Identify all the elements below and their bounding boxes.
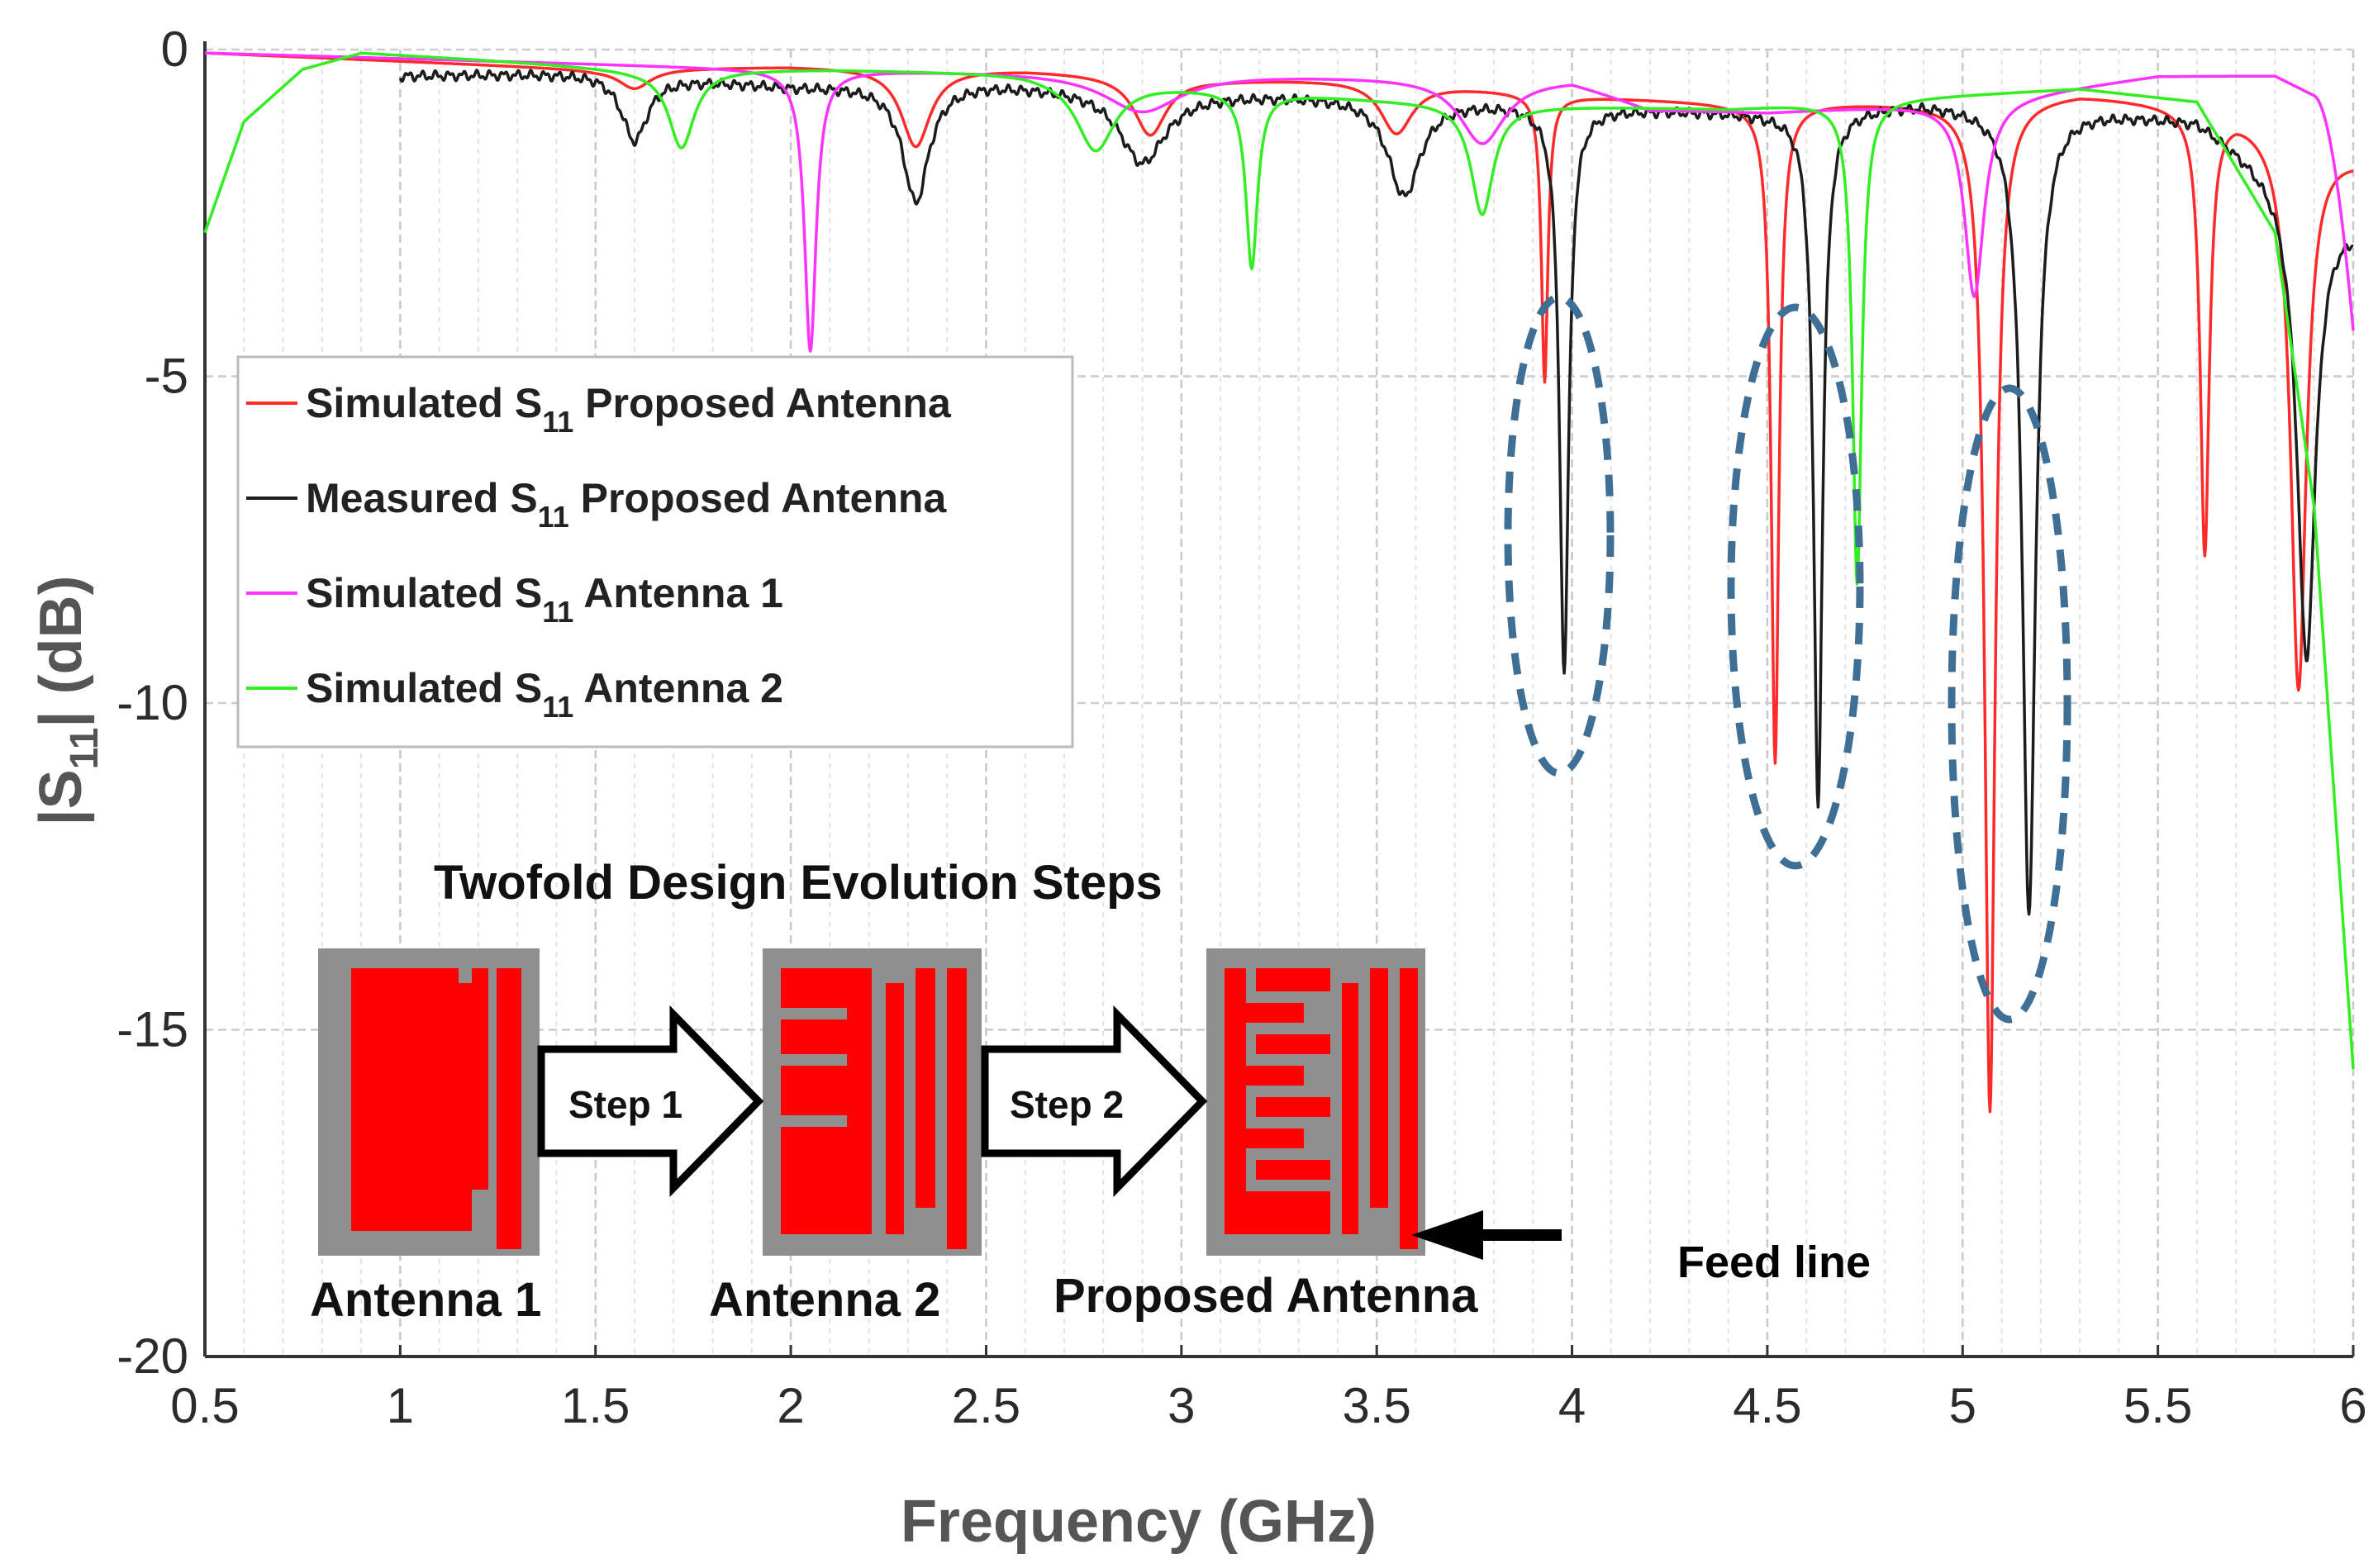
antenna2-label: Antenna 2 [709,1273,940,1327]
tick-labels: 0.5 1 1.5 2 2.5 3 3.5 4 4.5 5 5.5 6 0 -5 -10 -15 -20 [117,21,2366,1433]
step1-label: Step 1 [568,1083,682,1126]
x-tick-label: 1 [387,1378,414,1433]
y-tick-label: -10 [117,675,188,730]
series-line-1 [204,51,2354,1114]
legend-label-1: Simulated S11 Proposed Antenna [306,380,952,439]
y-tick-label: -15 [117,1002,188,1057]
x-tick-label: 1.5 [561,1378,630,1433]
highlight-ellipses [1504,293,2071,1024]
x-tick-label: 5 [1949,1378,1976,1433]
inset-title: Twofold Design Evolution Steps [434,856,1163,910]
step2-arrow: Step 2 [981,1005,1208,1198]
antenna1-label: Antenna 1 [310,1273,541,1327]
series-line-2 [398,69,2354,916]
series-lines [203,51,2355,1114]
x-tick-label: 4.5 [1733,1378,1801,1433]
axes [203,41,2353,1358]
highlight-ellipse-3 [1948,384,2071,1024]
series-line-4 [203,51,2355,1070]
legend-label-2: Measured S11 Proposed Antenna [306,475,947,534]
series-line-3 [204,51,2355,353]
x-tick-label: 2 [777,1378,804,1433]
y-tick-label: -5 [145,349,188,404]
design-evolution-inset: Twofold Design Evolution Steps [310,856,1871,1327]
proposed-antenna-label: Proposed Antenna [1053,1269,1478,1323]
x-tick-label: 0.5 [170,1378,239,1433]
x-axis-label: Frequency (GHz) [901,1489,1377,1555]
feed-line-arrow [1411,1210,1562,1260]
antenna2-drawing [763,948,982,1256]
y-tick-label: -20 [117,1328,188,1384]
legend: Simulated S11 Proposed Antenna Measured S… [236,355,1074,748]
legend-box [236,355,1074,748]
y-axis-label: |S11| (dB) [28,576,107,826]
x-tick-label: 5.5 [2124,1378,2192,1433]
x-tick-label: 2.5 [952,1378,1020,1433]
proposed-antenna-drawing [1206,948,1425,1256]
highlight-ellipse-2 [1727,303,1864,870]
x-tick-label: 4 [1558,1378,1586,1433]
highlight-ellipse-1 [1504,293,1615,777]
y-tick-label: 0 [161,21,188,77]
step1-arrow: Step 1 [537,1005,764,1198]
legend-label-4: Simulated S11 Antenna 2 [306,665,783,724]
antenna1-drawing [318,948,540,1256]
x-tick-label: 3.5 [1342,1378,1410,1433]
feed-line-label: Feed line [1677,1238,1871,1287]
step2-label: Step 2 [1010,1083,1124,1126]
x-tick-label: 3 [1168,1378,1195,1433]
legend-label-3: Simulated S11 Antenna 1 [306,570,783,629]
x-tick-label: 6 [2339,1378,2366,1433]
